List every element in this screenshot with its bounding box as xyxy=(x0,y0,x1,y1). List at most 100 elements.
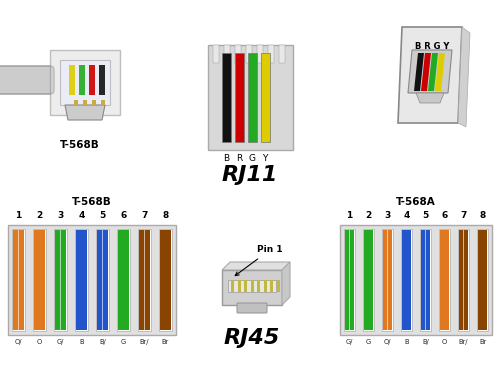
Bar xyxy=(268,45,274,63)
Text: G: G xyxy=(366,339,371,345)
Text: Br/: Br/ xyxy=(140,339,149,345)
Bar xyxy=(238,280,240,292)
Bar xyxy=(246,45,252,63)
Bar xyxy=(345,230,354,330)
Bar xyxy=(140,230,149,330)
Bar xyxy=(92,100,96,105)
Text: O: O xyxy=(37,339,42,345)
Bar xyxy=(160,229,172,331)
Polygon shape xyxy=(428,53,438,91)
Text: 6: 6 xyxy=(442,211,448,220)
Text: B: B xyxy=(404,339,409,345)
Bar xyxy=(56,230,60,330)
Bar xyxy=(76,229,88,331)
Text: O/: O/ xyxy=(15,339,22,345)
Polygon shape xyxy=(435,53,445,91)
Bar xyxy=(62,230,66,330)
Bar xyxy=(426,230,430,330)
Bar xyxy=(364,230,373,330)
Bar xyxy=(8,225,176,335)
Text: 2: 2 xyxy=(36,211,43,220)
Polygon shape xyxy=(398,27,462,123)
Text: 4: 4 xyxy=(404,211,409,220)
Bar xyxy=(350,230,354,330)
Polygon shape xyxy=(282,262,290,305)
Bar xyxy=(477,229,488,331)
Text: T-568A: T-568A xyxy=(396,197,436,207)
Bar xyxy=(79,65,85,95)
Bar xyxy=(83,100,87,105)
Text: 8: 8 xyxy=(480,211,486,220)
Bar xyxy=(18,230,19,330)
Text: O: O xyxy=(442,339,447,345)
Polygon shape xyxy=(222,262,290,270)
Bar xyxy=(425,230,426,330)
Text: 1: 1 xyxy=(346,211,352,220)
Bar xyxy=(101,100,105,105)
Polygon shape xyxy=(408,50,452,93)
Bar xyxy=(248,53,256,142)
Bar xyxy=(69,65,75,95)
Polygon shape xyxy=(65,105,105,120)
FancyBboxPatch shape xyxy=(0,66,54,94)
Bar xyxy=(439,229,450,331)
Text: T-568B: T-568B xyxy=(60,140,100,150)
Bar xyxy=(363,229,374,331)
Polygon shape xyxy=(414,53,424,91)
Text: 3: 3 xyxy=(384,211,390,220)
Bar xyxy=(34,229,46,331)
Text: 4: 4 xyxy=(78,211,84,220)
Bar xyxy=(401,229,412,331)
Bar xyxy=(257,280,260,292)
Bar xyxy=(421,230,430,330)
Bar xyxy=(54,229,66,331)
Bar xyxy=(344,229,355,331)
Bar xyxy=(56,230,66,330)
Bar xyxy=(387,230,388,330)
Bar xyxy=(96,229,108,331)
Bar xyxy=(256,45,262,63)
Bar xyxy=(98,230,102,330)
Bar xyxy=(74,100,78,105)
Bar xyxy=(459,230,463,330)
Text: G/: G/ xyxy=(346,339,353,345)
Text: Br: Br xyxy=(162,339,169,345)
Bar xyxy=(118,230,128,330)
Text: G: G xyxy=(121,339,126,345)
Bar xyxy=(102,230,103,330)
Bar xyxy=(60,230,61,330)
Bar xyxy=(98,230,108,330)
Bar xyxy=(459,230,468,330)
Bar xyxy=(99,65,105,95)
Bar xyxy=(388,230,392,330)
Text: R: R xyxy=(236,154,242,163)
Bar xyxy=(224,45,230,63)
Text: B/: B/ xyxy=(422,339,429,345)
Text: G/: G/ xyxy=(57,339,64,345)
Bar xyxy=(76,230,86,330)
Bar xyxy=(276,280,280,292)
Bar xyxy=(440,230,449,330)
Bar xyxy=(14,230,18,330)
Text: RJ11: RJ11 xyxy=(222,165,278,185)
Bar xyxy=(14,230,24,330)
Text: 8: 8 xyxy=(162,211,168,220)
Bar xyxy=(464,230,468,330)
Text: 7: 7 xyxy=(460,211,466,220)
Bar xyxy=(222,270,282,305)
Text: B/: B/ xyxy=(99,339,106,345)
Text: Br: Br xyxy=(479,339,486,345)
Text: B: B xyxy=(223,154,229,163)
FancyBboxPatch shape xyxy=(237,303,267,313)
Bar xyxy=(264,280,266,292)
Bar xyxy=(222,53,230,142)
Bar xyxy=(146,230,150,330)
Bar xyxy=(458,229,469,331)
Text: 5: 5 xyxy=(422,211,428,220)
Bar xyxy=(228,280,276,292)
Text: O/: O/ xyxy=(384,339,391,345)
Bar xyxy=(212,45,218,63)
Bar xyxy=(89,65,95,95)
Text: Br/: Br/ xyxy=(459,339,468,345)
Bar xyxy=(160,230,170,330)
